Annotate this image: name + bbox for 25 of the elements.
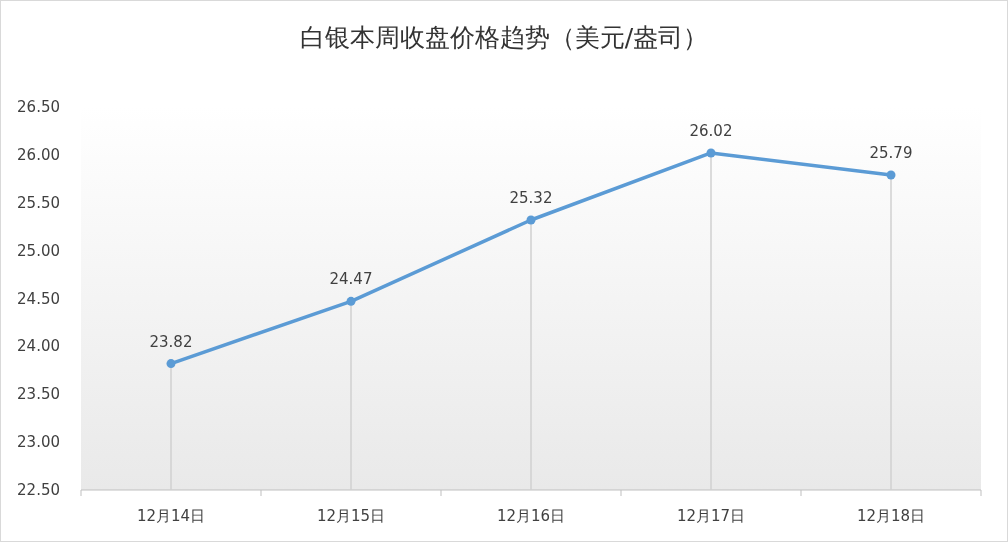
x-tick-label: 12月15日 bbox=[316, 507, 386, 525]
data-label: 26.02 bbox=[689, 121, 733, 140]
y-tick-label: 25.50 bbox=[17, 193, 60, 212]
y-tick-label: 26.00 bbox=[17, 145, 60, 164]
y-tick-label: 25.00 bbox=[17, 241, 60, 260]
x-tick-label: 12月18日 bbox=[856, 507, 926, 525]
x-tick-label: 12月14日 bbox=[136, 507, 206, 525]
point bbox=[346, 296, 356, 306]
y-tick-label: 24.50 bbox=[17, 289, 60, 308]
point bbox=[706, 148, 716, 158]
chart-title: 白银本周收盘价格趋势（美元/盎司） bbox=[299, 23, 709, 52]
y-tick-label: 24.00 bbox=[17, 337, 60, 356]
data-label: 24.47 bbox=[329, 270, 373, 289]
x-tick-label: 12月17日 bbox=[676, 507, 746, 525]
y-tick-label: 23.50 bbox=[17, 385, 60, 404]
y-tick-label: 26.50 bbox=[17, 98, 60, 116]
y-tick-label: 23.00 bbox=[17, 433, 60, 452]
point bbox=[166, 359, 176, 369]
data-label: 25.79 bbox=[869, 143, 913, 162]
x-tick-label: 12月16日 bbox=[496, 507, 566, 525]
data-label: 23.82 bbox=[149, 332, 193, 351]
y-tick-label: 22.50 bbox=[17, 481, 60, 499]
data-label: 25.32 bbox=[509, 188, 553, 207]
point bbox=[886, 170, 896, 180]
point bbox=[526, 215, 536, 225]
